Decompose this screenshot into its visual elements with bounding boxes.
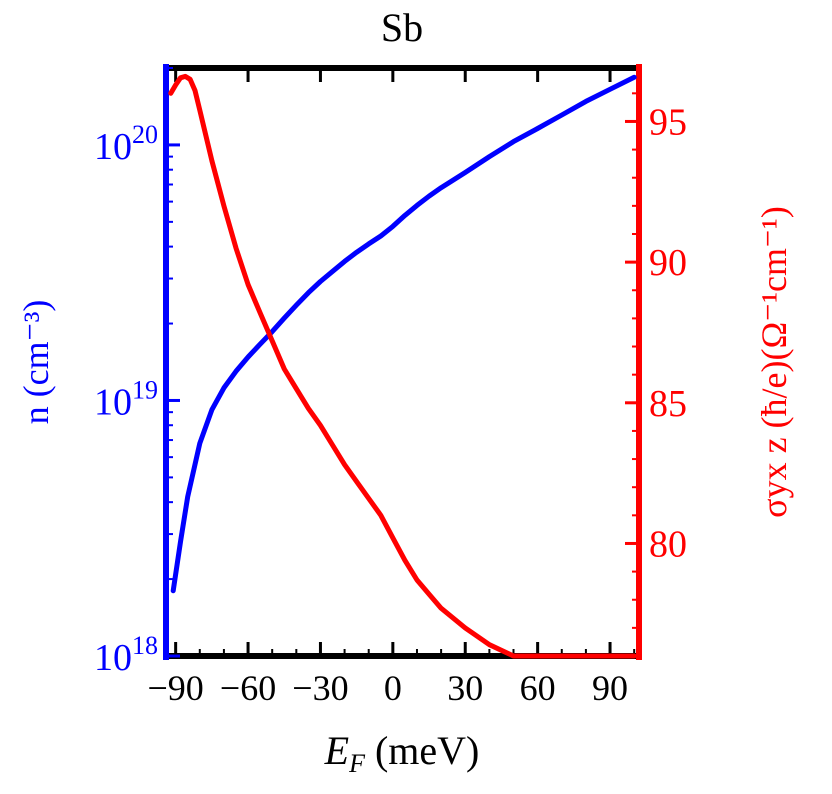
plot-frame [163, 64, 642, 660]
left-tick-label: 1020 [94, 120, 158, 168]
series-left-line [170, 74, 637, 594]
x-tick-label: 90 [592, 668, 628, 708]
left-axis-ticks: 1018 1019 1020 [94, 67, 180, 679]
left-axis-label: n (cm⁻³) [16, 300, 56, 425]
x-tick-label: −30 [292, 668, 348, 708]
x-tick-label: 30 [447, 668, 483, 708]
x-axis-label: EF (meV) [324, 728, 480, 778]
left-tick-label: 1018 [94, 631, 158, 679]
series-right-line [168, 73, 637, 659]
left-tick-label: 1019 [94, 375, 158, 423]
x-tick-label: −60 [220, 668, 276, 708]
right-axis-ticks: 80 85 90 95 [625, 92, 687, 629]
x-tick-label: 0 [384, 668, 402, 708]
x-tick-label: −90 [147, 668, 203, 708]
x-tick-label: 60 [520, 668, 556, 708]
right-tick-label: 90 [649, 242, 687, 284]
series-layer [168, 73, 637, 659]
right-tick-label: 80 [649, 523, 687, 565]
chart-title: Sb [381, 5, 423, 50]
right-tick-label: 95 [649, 101, 687, 143]
x-axis-ticks: −90 −60 −30 0 30 60 90 [147, 68, 636, 708]
right-tick-label: 85 [649, 383, 687, 425]
right-axis-label: σyx z (ħ/e)(Ω⁻¹cm⁻¹) [754, 206, 794, 518]
